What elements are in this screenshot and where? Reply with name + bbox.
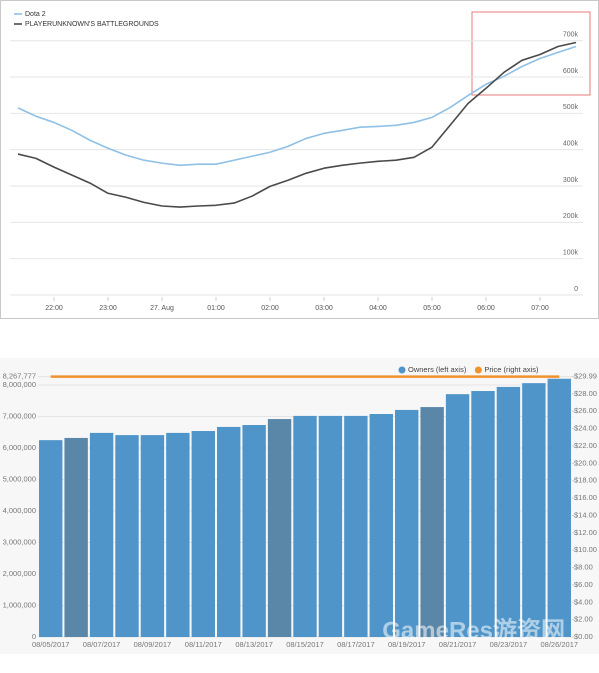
y-tick-label: 2,000,000 <box>3 569 36 578</box>
chart-frame <box>0 0 599 319</box>
x-tick-label: 08/21/2017 <box>439 640 477 649</box>
x-tick-label: 07:00 <box>531 305 549 312</box>
y2-tick-label: $8.00 <box>574 563 593 572</box>
y2-tick-label: $29.99 <box>574 372 597 381</box>
y2-tick-label: $0.00 <box>574 632 593 641</box>
y2-tick-label: $18.00 <box>574 476 597 485</box>
y2-tick-label: $12.00 <box>574 528 597 537</box>
x-tick-label: 06:00 <box>477 305 495 312</box>
y2-tick-label: $24.00 <box>574 424 597 433</box>
y-tick-label: 300k <box>563 177 579 184</box>
legend-label: Price (right axis) <box>484 365 539 374</box>
legend-label: PLAYERUNKNOWN'S BATTLEGROUNDS <box>25 21 159 28</box>
legend-label: Owners (left axis) <box>408 365 467 374</box>
x-tick-label: 08/19/2017 <box>388 640 426 649</box>
x-tick-label: 27. Aug <box>150 305 174 312</box>
x-tick-label: 23:00 <box>99 305 117 312</box>
y2-tick-label: $22.00 <box>574 441 597 450</box>
bar <box>39 440 63 637</box>
x-tick-label: 08/17/2017 <box>337 640 375 649</box>
bar <box>395 409 419 637</box>
y2-tick-label: $28.00 <box>574 389 597 398</box>
y2-tick-label: $6.00 <box>574 580 593 589</box>
y-tick-label: 1,000,000 <box>3 600 36 609</box>
y2-tick-label: $2.00 <box>574 615 593 624</box>
bar <box>267 419 292 637</box>
y2-tick-label: $26.00 <box>574 406 597 415</box>
y2-tick-label: $16.00 <box>574 493 597 502</box>
series-line <box>17 41 577 208</box>
bar <box>217 426 241 637</box>
y-tick-label: 8,000,000 <box>3 380 36 389</box>
bar <box>64 437 88 637</box>
y-tick-label: 7,000,000 <box>3 412 36 421</box>
bar <box>369 414 393 637</box>
x-tick-label: 08/15/2017 <box>286 640 324 649</box>
x-tick-label: 08/05/2017 <box>32 640 70 649</box>
x-tick-label: 04:00 <box>369 305 387 312</box>
y2-tick-label: $14.00 <box>574 510 597 519</box>
bar <box>293 415 317 637</box>
series-line <box>17 45 577 167</box>
x-tick-label: 08/11/2017 <box>185 640 222 649</box>
y2-tick-label: $10.00 <box>574 545 597 554</box>
y-tick-label: 500k <box>563 104 579 111</box>
y2-tick-label: $20.00 <box>574 458 597 467</box>
y-tick-label: 5,000,000 <box>3 475 36 484</box>
y-tick-label: 6,000,000 <box>3 443 36 452</box>
x-tick-label: 08/07/2017 <box>83 640 121 649</box>
x-tick-label: 08/13/2017 <box>235 640 273 649</box>
bar <box>522 383 546 637</box>
bar <box>420 407 444 637</box>
legend-swatch <box>398 366 406 374</box>
legend-label: Dota 2 <box>25 11 46 18</box>
y-tick-label: 3,000,000 <box>3 537 36 546</box>
y2-tick-label: $4.00 <box>574 597 593 606</box>
bar <box>318 415 343 637</box>
y-tick-label: 4,000,000 <box>3 506 36 515</box>
x-tick-label: 08/23/2017 <box>490 640 528 649</box>
x-tick-label: 08/09/2017 <box>134 640 172 649</box>
bar <box>115 435 139 637</box>
bar <box>344 415 368 637</box>
bar <box>191 431 215 637</box>
y-tick-label: 0 <box>574 286 578 293</box>
y-tick-label: 8,267,777 <box>3 372 36 381</box>
x-tick-label: 01:00 <box>207 305 225 312</box>
bar <box>547 378 571 637</box>
bar <box>445 394 470 637</box>
bar <box>140 435 165 637</box>
x-tick-label: 05:00 <box>423 305 441 312</box>
watermark: GameRes游资网 <box>382 616 565 644</box>
bar <box>166 432 190 637</box>
y-tick-label: 0 <box>32 632 36 641</box>
y-tick-label: 600k <box>563 68 579 75</box>
x-tick-label: 22:00 <box>45 305 63 312</box>
highlight-box <box>471 11 591 96</box>
y-tick-label: 700k <box>563 32 579 39</box>
x-tick-label: 08/26/2017 <box>541 640 579 649</box>
y-tick-label: 400k <box>563 141 579 148</box>
bar <box>242 425 266 637</box>
y-tick-label: 200k <box>563 213 579 220</box>
y-tick-label: 100k <box>563 250 579 257</box>
bar <box>89 432 114 637</box>
bar <box>471 391 495 637</box>
bar <box>496 386 521 637</box>
legend-swatch <box>474 366 482 374</box>
x-tick-label: 03:00 <box>315 305 333 312</box>
x-tick-label: 02:00 <box>261 305 279 312</box>
